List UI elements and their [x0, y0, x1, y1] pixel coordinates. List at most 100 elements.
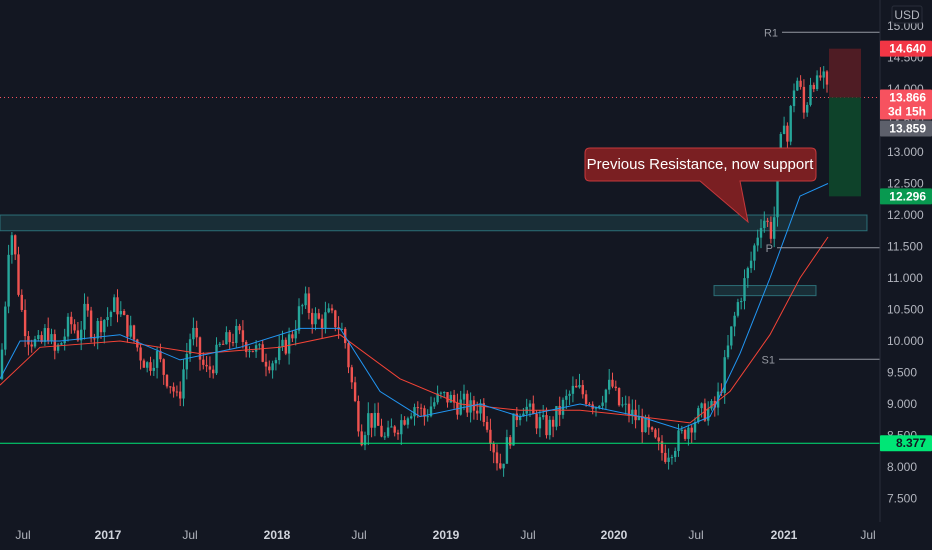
candle-body: [746, 268, 749, 279]
candle-body: [109, 311, 113, 318]
candle-body: [60, 343, 63, 345]
candle-body: [63, 336, 66, 344]
candle-body: [30, 344, 33, 347]
candle-body: [165, 374, 169, 387]
price-tick-label: 11.000: [887, 271, 923, 285]
candle-body: [452, 394, 456, 403]
candle-body: [499, 463, 502, 469]
candle-body: [631, 409, 634, 416]
candle-body: [251, 350, 254, 352]
candle-body: [324, 312, 327, 329]
candle-body: [225, 332, 228, 345]
candle-body: [509, 437, 512, 446]
candle-body: [179, 391, 182, 399]
candle-body: [205, 364, 208, 367]
candle-body: [122, 311, 126, 315]
candle-body: [241, 330, 245, 342]
candle-body: [657, 437, 660, 442]
fast-moving-average-line: [0, 183, 829, 430]
position-tool[interactable]: [829, 48, 861, 197]
candle-body: [10, 235, 14, 255]
time-axis[interactable]: Jul 2017 Jul 2018 Jul 2019 Jul 2020 Jul 2021 Jul: [15, 528, 875, 542]
candle-body: [116, 297, 119, 315]
candle-body: [512, 413, 515, 446]
price-tick-label: 9.000: [887, 397, 917, 411]
candle-body: [106, 317, 109, 321]
candle-body: [627, 403, 631, 416]
candle-body: [548, 419, 551, 436]
candle-body: [740, 301, 743, 303]
candle-body: [522, 413, 525, 417]
candle-body: [403, 420, 406, 425]
candle-body: [4, 306, 7, 350]
pivot-label-p: P: [766, 243, 773, 255]
candle-body: [423, 408, 426, 417]
resistance-support-zone[interactable]: [0, 214, 868, 232]
candle-body: [192, 327, 195, 340]
candle-body: [710, 401, 713, 409]
candle-body: [601, 402, 604, 406]
candle-body: [426, 416, 429, 418]
candle-body: [670, 457, 674, 459]
candle-body: [142, 360, 146, 368]
candle-body: [736, 302, 740, 316]
candle-body: [80, 329, 83, 341]
candle-body: [598, 405, 601, 408]
candle-body: [291, 334, 294, 339]
candle-body: [212, 369, 215, 374]
candle-body: [443, 392, 446, 394]
candle-body: [664, 452, 667, 462]
candle-body: [621, 404, 624, 406]
candle-body: [608, 379, 611, 390]
price-tag-value: 13.859: [889, 121, 926, 135]
candle-body: [660, 441, 664, 453]
candle-body: [396, 432, 400, 435]
candle-body: [532, 403, 535, 414]
candle-body: [518, 416, 522, 421]
candle-body: [400, 420, 403, 435]
candle-body: [485, 421, 489, 430]
candle-body: [159, 350, 162, 360]
take-profit-zone[interactable]: [829, 97, 861, 197]
candle-body: [667, 457, 670, 462]
currency-badge[interactable]: [891, 5, 923, 24]
candle-body: [505, 437, 509, 464]
price-tick-label: 13.000: [887, 145, 924, 159]
candle-body: [713, 401, 716, 408]
candle-body: [373, 412, 377, 428]
candle-body: [393, 426, 396, 433]
candle-body: [76, 330, 80, 341]
candle-body: [462, 393, 466, 400]
candle-body: [419, 407, 423, 409]
candle-body: [581, 385, 584, 395]
candle-body: [439, 392, 443, 394]
stop-loss-zone[interactable]: [829, 48, 861, 98]
candle-body: [647, 417, 650, 428]
candle-body: [756, 237, 759, 246]
candle-body: [819, 75, 822, 78]
candle-body: [327, 308, 330, 313]
price-tag-value: 14.640: [889, 42, 926, 56]
candle-body: [644, 417, 647, 433]
candle-body: [796, 80, 799, 91]
candle-body: [446, 392, 449, 403]
candle-body: [304, 293, 307, 306]
candle-body: [0, 349, 4, 379]
candle-body: [429, 406, 433, 417]
candle-body: [495, 452, 499, 464]
candle-body: [614, 386, 617, 389]
price-tick-label: 10.500: [887, 303, 924, 317]
candle-body: [297, 306, 301, 331]
candle-body: [588, 403, 591, 405]
candle-body: [129, 325, 132, 337]
candle-body: [139, 347, 142, 361]
candle-body: [195, 327, 198, 338]
candle-body: [188, 339, 192, 354]
candle-body: [221, 343, 225, 345]
callout-annotation[interactable]: Previous Resistance, now support: [584, 147, 817, 224]
candle-body: [654, 429, 657, 438]
candle-body: [254, 345, 258, 352]
candle-body: [624, 403, 627, 405]
candle-body: [17, 254, 20, 295]
